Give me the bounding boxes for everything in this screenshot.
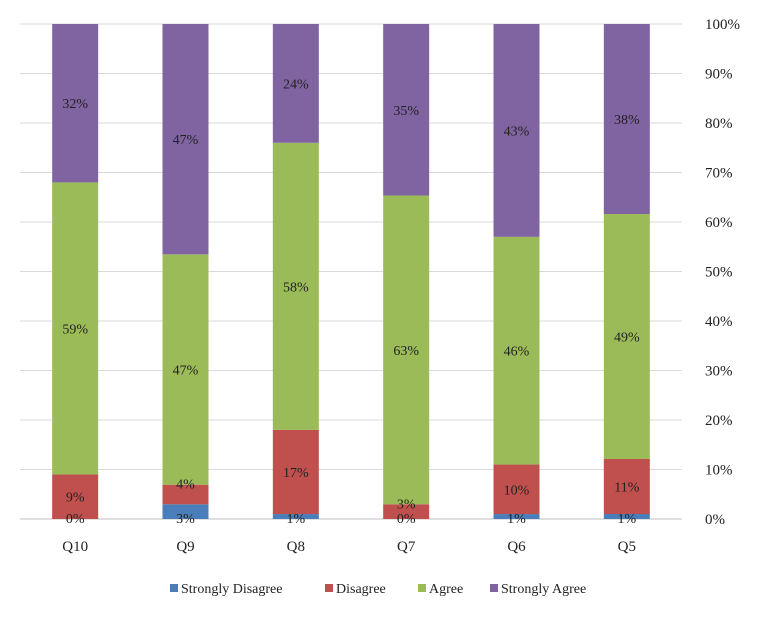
bars-group	[52, 24, 650, 519]
data-label: 17%	[283, 466, 309, 481]
bar-segment	[493, 236, 540, 465]
gridlines	[20, 23, 682, 520]
bar-segment	[162, 254, 209, 485]
legend-swatch	[170, 584, 178, 592]
y-tick-label: 10%	[705, 463, 733, 479]
bar-segment	[52, 24, 99, 183]
y-tick-label: 100%	[705, 17, 740, 33]
data-label: 3%	[176, 512, 195, 527]
data-label: 46%	[504, 345, 530, 360]
legend-swatch	[325, 584, 333, 592]
bar-segment	[383, 24, 430, 196]
bar-segment	[493, 514, 540, 519]
y-tick-label: 90%	[705, 67, 733, 83]
bar-segment	[383, 195, 430, 505]
data-label: 24%	[283, 77, 309, 92]
legend-label: Agree	[429, 582, 463, 597]
data-label: 1%	[286, 512, 305, 527]
data-label: 43%	[504, 124, 530, 139]
data-label: 49%	[614, 331, 640, 346]
category-label: Q6	[507, 539, 526, 555]
data-label: 59%	[62, 322, 88, 337]
data-labels-group: 0%9%59%32%3%4%47%47%1%17%58%24%0%3%63%35…	[62, 77, 640, 527]
data-label: 58%	[283, 280, 309, 295]
bar-segment	[272, 514, 319, 519]
data-label: 35%	[393, 104, 419, 119]
y-tick-label: 70%	[705, 166, 733, 182]
bar-segment	[272, 142, 319, 430]
bar-segment	[603, 24, 650, 214]
data-label: 4%	[176, 478, 195, 493]
legend-swatch	[418, 584, 426, 592]
bar-segment	[162, 504, 209, 519]
legend: Strongly Disagree Disagree Agree Strongly A…	[170, 582, 586, 597]
y-tick-label: 0%	[705, 512, 725, 528]
category-label: Q5	[618, 539, 636, 555]
category-label: Q7	[397, 539, 416, 555]
data-label: 32%	[62, 97, 88, 112]
data-label: 10%	[504, 483, 530, 498]
x-axis-category-labels: Q10 Q9 Q8 Q7 Q6 Q5	[62, 539, 636, 555]
bar-segment	[272, 24, 319, 143]
y-tick-label: 20%	[705, 413, 733, 429]
data-label: 1%	[617, 512, 636, 527]
bar-segment	[162, 484, 209, 505]
y-tick-label: 50%	[705, 265, 733, 281]
bar-segment	[162, 24, 209, 255]
y-axis-tick-labels: 0% 10% 20% 30% 40% 50% 60% 70% 80% 90% 100%	[705, 17, 740, 528]
data-label: 63%	[393, 344, 419, 359]
category-label: Q8	[287, 539, 305, 555]
y-tick-label: 30%	[705, 364, 733, 380]
y-tick-label: 40%	[705, 314, 733, 330]
bar-segment	[52, 474, 99, 519]
bar-segment	[272, 429, 319, 515]
data-label: 47%	[173, 364, 199, 379]
data-label: 0%	[397, 512, 416, 527]
data-label: 3%	[397, 497, 416, 512]
bar-segment	[52, 182, 99, 475]
legend-swatch	[490, 584, 498, 592]
bar-segment	[603, 514, 650, 519]
legend-label: Disagree	[336, 582, 386, 597]
data-label: 1%	[507, 512, 526, 527]
category-label: Q10	[62, 539, 88, 555]
data-label: 9%	[66, 491, 85, 506]
data-label: 11%	[614, 481, 639, 496]
bar-segment	[603, 214, 650, 459]
y-tick-label: 60%	[705, 215, 733, 231]
bar-segment	[383, 504, 430, 519]
bar-segment	[603, 459, 650, 514]
data-label: 0%	[66, 512, 85, 527]
y-tick-label: 80%	[705, 116, 733, 132]
data-label: 47%	[173, 133, 199, 148]
data-label: 38%	[614, 113, 640, 128]
bar-segment	[493, 24, 540, 237]
category-label: Q9	[176, 539, 194, 555]
bar-segment	[493, 464, 540, 515]
legend-label: Strongly Agree	[501, 582, 586, 597]
legend-label: Strongly Disagree	[181, 582, 282, 597]
